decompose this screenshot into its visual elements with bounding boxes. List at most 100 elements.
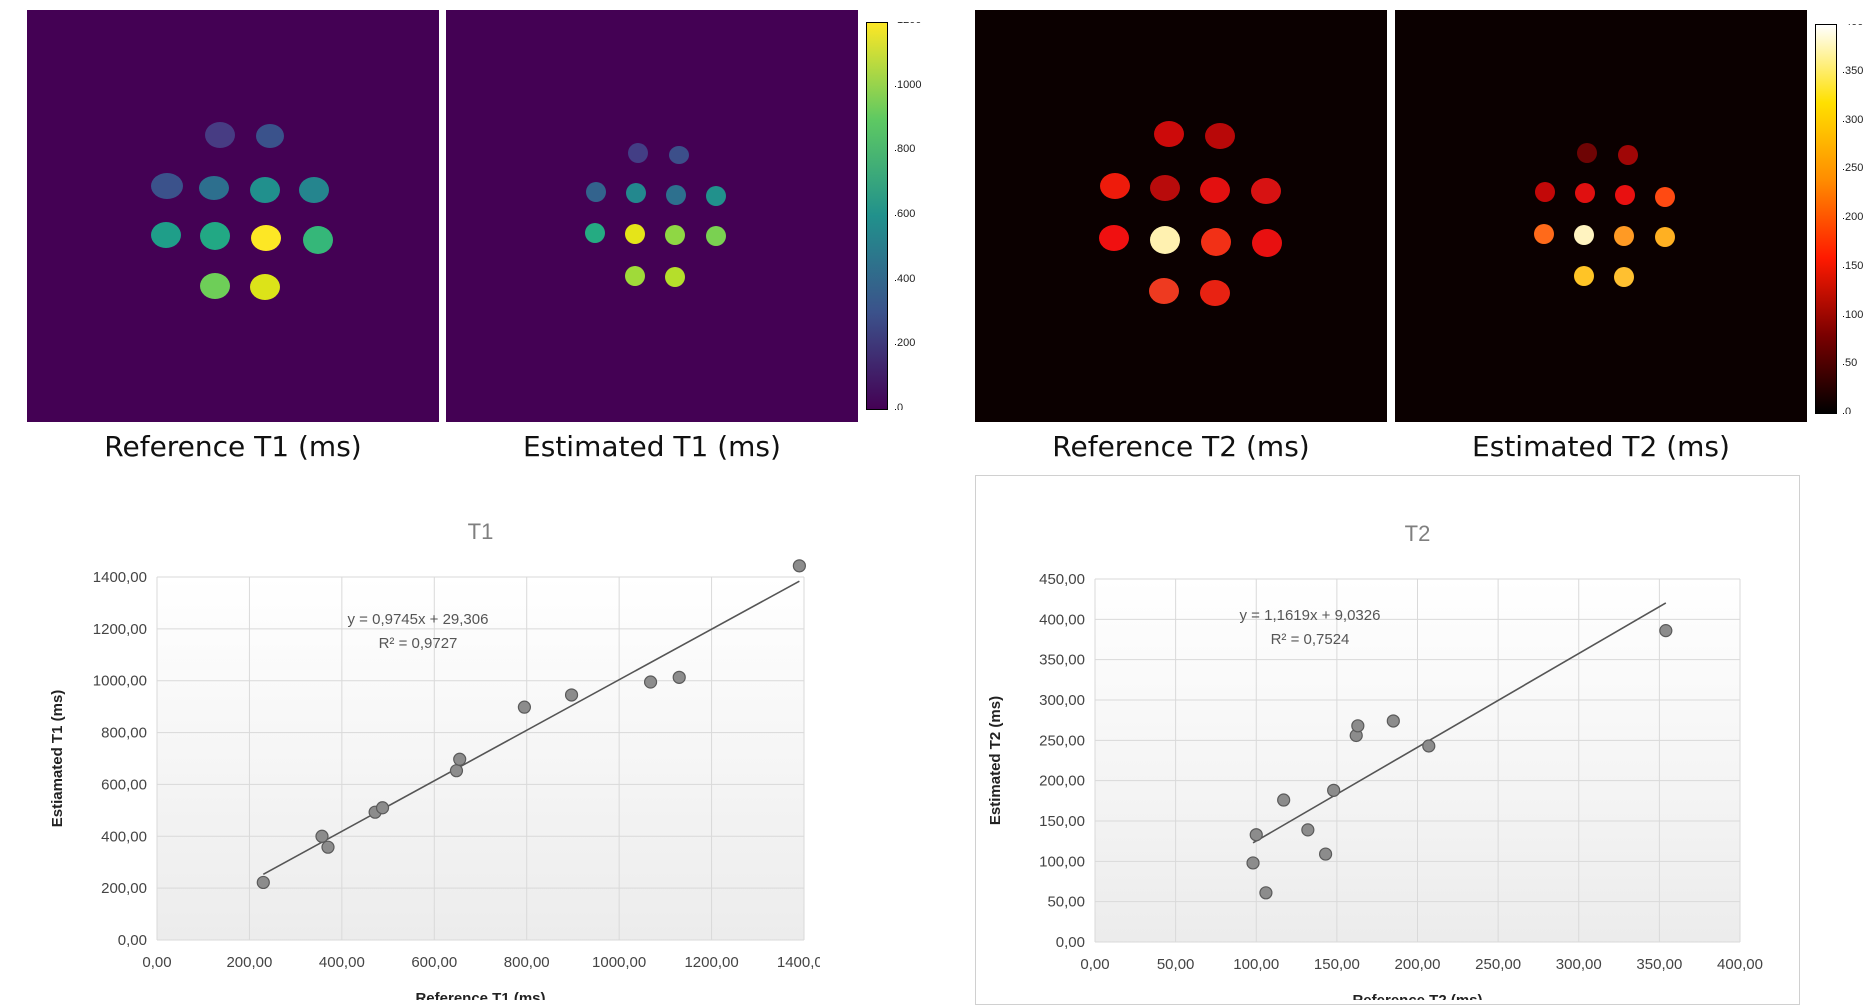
colorbar-tick-label: 100 [1843,308,1864,321]
phantom-vial [669,146,689,164]
data-point [1351,719,1365,733]
phantom-vial [151,173,183,199]
x-tick-label: 250,00 [1475,956,1521,973]
data-point [792,559,806,573]
y-tick-label: 400,00 [101,828,147,845]
trendline-r2: R² = 0,9727 [379,635,458,652]
x-tick-label: 200,00 [1395,956,1441,973]
data-point [672,670,686,684]
data-point [1318,847,1333,861]
colorbar-tick-label: 0 [895,402,903,410]
panel-background [1395,10,1807,422]
phantom-vial [1200,177,1230,203]
y-tick-label: 1400,00 [93,569,147,586]
x-axis-label: Reference T1 (ms) [415,990,545,1000]
data-point [1422,739,1436,753]
trendline [1252,602,1667,844]
x-tick-label: 100,00 [1233,956,1279,973]
phantom-vial [706,226,726,246]
x-tick-label: 150,00 [1314,956,1360,973]
phantom-vial [1615,185,1635,205]
phantom-vial [1574,225,1594,245]
phantom-vial [1150,175,1180,201]
phantom-vial [1614,267,1634,287]
panel-background [446,10,858,422]
data-point [1249,828,1263,842]
data-point [321,840,335,854]
phantom-vial [1149,278,1179,304]
y-tick-label: 200,00 [1039,773,1085,790]
x-tick-label: 200,00 [226,954,272,971]
data-point [1301,823,1315,837]
colorbar-tick-label: 1000 [895,78,922,91]
t1-reference-caption: Reference T1 (ms) [104,430,362,463]
phantom-vial [256,124,284,148]
colorbar-tick-label: 350 [1843,64,1864,77]
phantom-vial [1574,266,1594,286]
colorbar-tick-label: 150 [1843,259,1864,272]
data-point [449,764,464,778]
phantom-vial [625,224,645,244]
data-point [1386,714,1400,728]
panel-background [27,10,439,422]
colorbar-tick-label: 600 [895,208,916,220]
colorbar-tick-label: 800 [895,143,916,156]
phantom-vial [1201,228,1231,256]
phantom-vial [200,222,230,250]
phantom-vial [1575,183,1595,203]
x-tick-label: 1000,00 [592,954,646,971]
trendline-r2: R² = 0,7524 [1271,631,1350,648]
t2-estimated-caption: Estimated T2 (ms) [1472,430,1730,463]
colorbar-tick-label: 200 [1843,211,1864,223]
data-point [1277,793,1291,807]
chart-title: T1 [468,519,494,544]
colorbar-tick-label: 300 [1843,113,1864,126]
colorbar-tick-label: 400 [895,272,916,285]
phantom-vial [1655,227,1675,247]
t2-scatter-chart: 0,00 50,00 100,00 150,00 200,00 250,00 300,00 3… [987,521,1763,1000]
phantom-vial [1534,224,1554,244]
colorbar-tick-label: 0 [1843,406,1851,414]
x-tick-label: 800,00 [504,954,550,971]
colorbar-tick-label: 250 [1843,162,1864,175]
data-point [564,688,579,702]
phantom-vial [1251,178,1281,204]
phantom-vial [1535,182,1555,202]
x-tick-label: 400,00 [1717,956,1763,973]
t1-scatter-chart: 0,00 200,00 400,00 600,00 800,00 1000,00 1200,… [49,519,820,1000]
phantom-vial [199,176,229,200]
chart-title: T2 [1405,521,1431,546]
trendline-equation: y = 0,9745x + 29,306 [348,611,489,628]
t1-estimated-caption: Estimated T1 (ms) [523,430,781,463]
x-tick-label: 300,00 [1556,956,1602,973]
y-tick-label: 1200,00 [93,621,147,638]
phantom-vial [1614,226,1634,246]
x-tick-label: 0,00 [142,954,171,971]
colorbar-tick-label: 200 [895,337,916,350]
y-tick-label: 300,00 [1039,692,1085,709]
x-tick-label: 1200,00 [684,954,738,971]
phantom-vial [303,226,333,254]
data-point [315,829,329,843]
x-tick-label: 400,00 [319,954,365,971]
phantom-vial [251,225,281,251]
phantom-vial [1200,280,1230,306]
phantom-vial [706,186,726,206]
t1-colorbar [866,22,888,410]
y-axis-label: Estiamated T1 (ms) [49,690,66,828]
y-tick-label: 0,00 [118,932,147,949]
x-tick-label: 600,00 [411,954,457,971]
t2-reference-caption: Reference T2 (ms) [1052,430,1310,463]
y-tick-label: 450,00 [1039,571,1085,588]
data-point [643,675,658,689]
colorbar-tick-label: 400 [1845,24,1863,28]
trendline [262,580,800,875]
phantom-vial [665,267,685,287]
phantom-vial [1099,225,1129,251]
data-point [1259,886,1273,900]
data-point [256,875,270,890]
t2-chart-frame [975,475,1800,1005]
y-tick-label: 150,00 [1039,813,1085,830]
y-tick-label: 250,00 [1039,732,1085,749]
t2-colorbar-labels: 0 50 100 150 200 250 300 350 400 [1843,24,1865,414]
